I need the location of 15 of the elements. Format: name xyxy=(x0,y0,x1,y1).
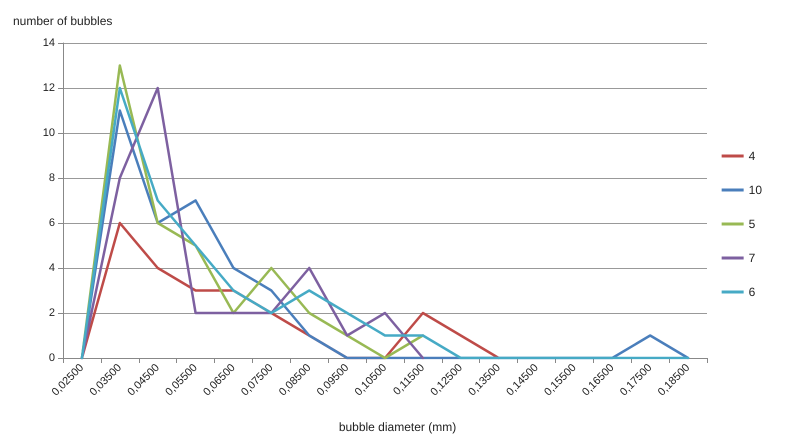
legend-label: 4 xyxy=(748,149,756,163)
legend-label: 10 xyxy=(748,183,762,197)
legend-label: 5 xyxy=(748,217,756,231)
y-tick-label: 14 xyxy=(42,37,55,49)
y-axis-title: number of bubbles xyxy=(13,14,112,28)
legend-label: 6 xyxy=(748,285,756,299)
x-axis-title: bubble diameter (mm) xyxy=(338,420,456,434)
legend-label: 7 xyxy=(748,251,756,265)
y-tick-label: 10 xyxy=(42,127,55,139)
y-tick-label: 12 xyxy=(42,82,55,94)
y-tick-label: 6 xyxy=(48,217,55,229)
y-tick-label: 0 xyxy=(48,352,55,364)
y-tick-label: 2 xyxy=(48,307,55,319)
y-tick-label: 8 xyxy=(48,172,55,184)
y-tick-label: 4 xyxy=(48,262,55,274)
